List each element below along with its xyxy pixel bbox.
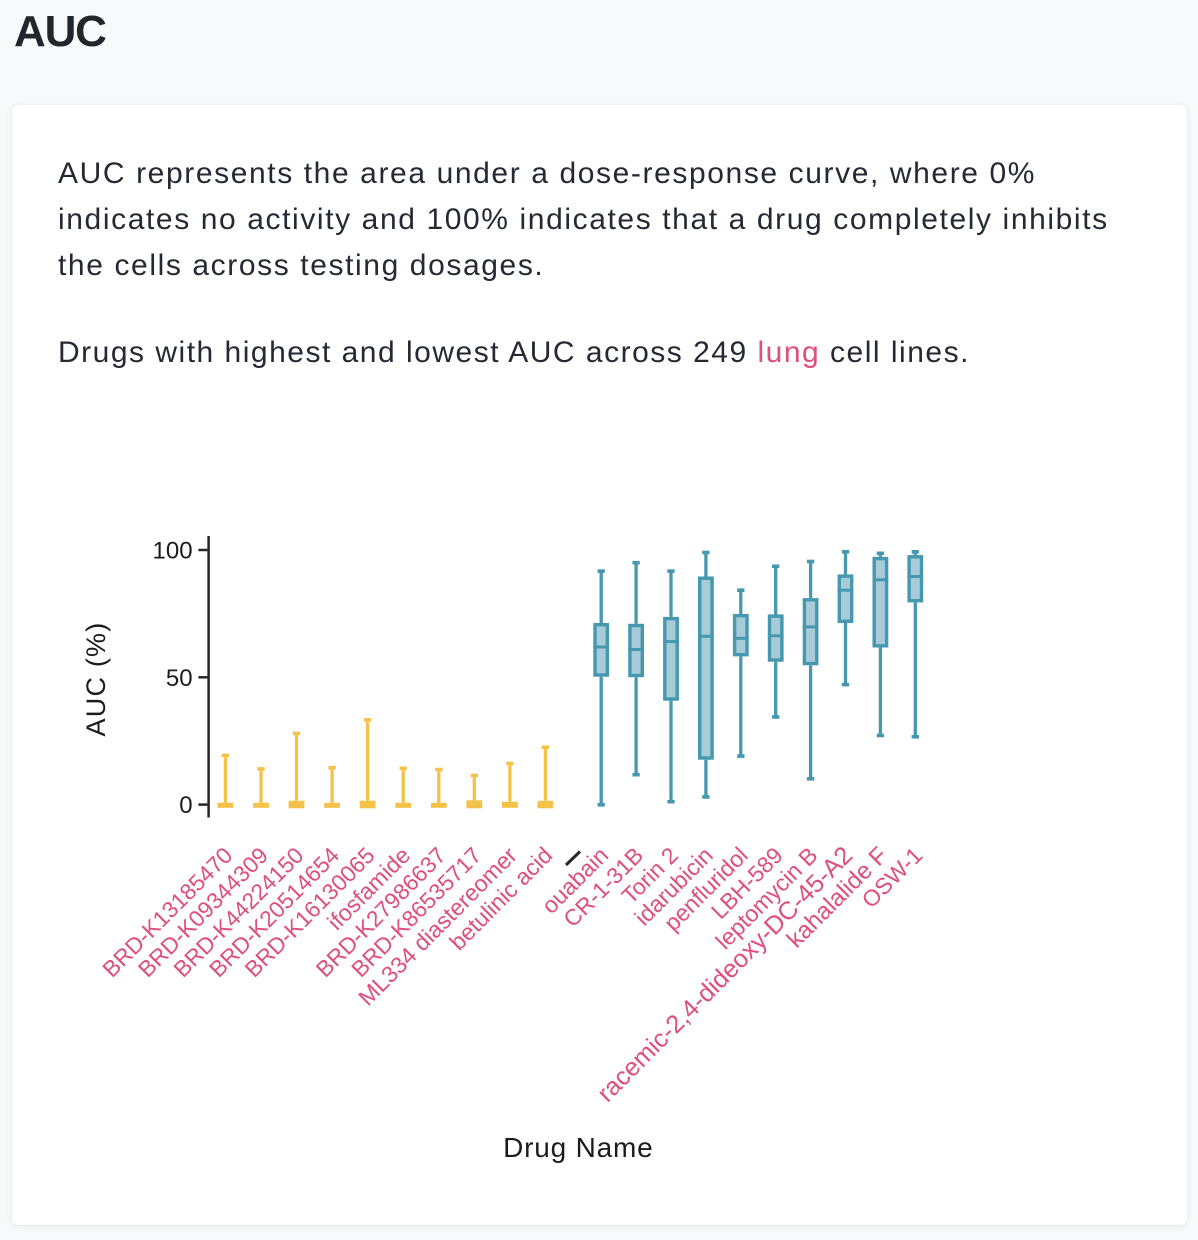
svg-text:50: 50 [166, 665, 193, 692]
svg-text:0: 0 [179, 792, 192, 819]
svg-text:100: 100 [153, 538, 193, 565]
svg-text:AUC (%): AUC (%) [81, 622, 111, 737]
svg-text:Drug Name: Drug Name [503, 1132, 653, 1163]
